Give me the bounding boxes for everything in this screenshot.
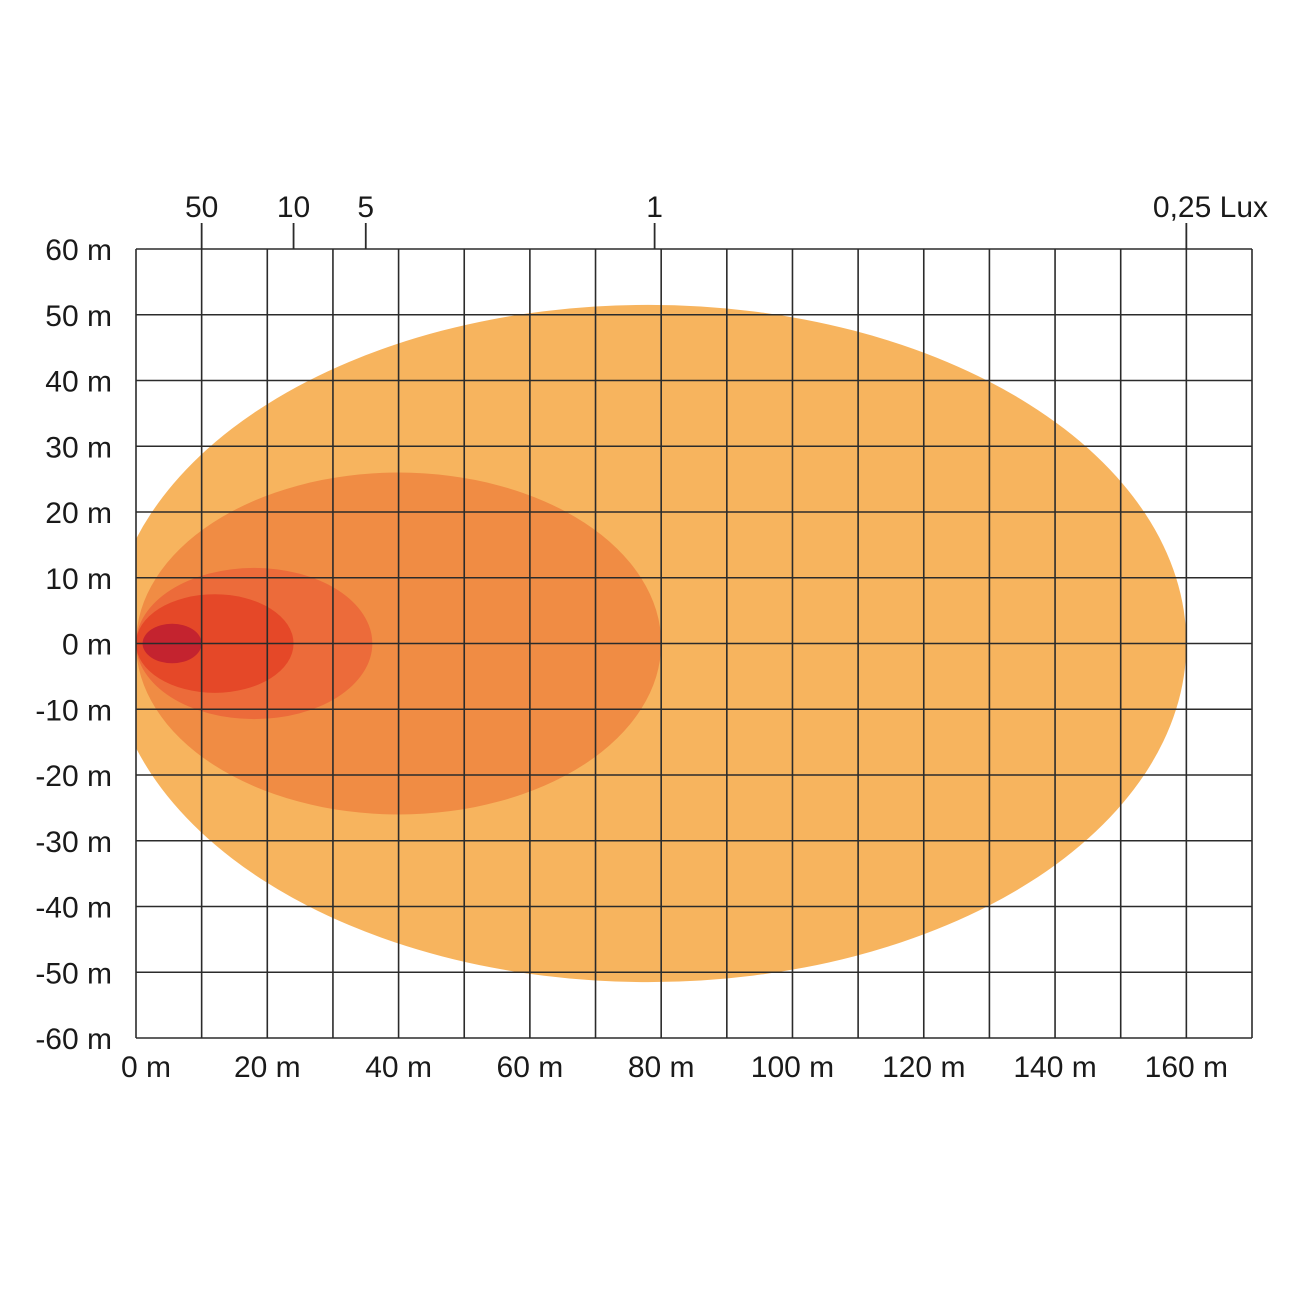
x-tick-label: 140 m [1013, 1051, 1096, 1084]
grid [135, 248, 1253, 1039]
x-tick-label: 0 m [121, 1051, 171, 1084]
y-tick-label: 10 m [45, 563, 112, 596]
x-tick-label: 160 m [1145, 1051, 1228, 1084]
x-tick-label: 60 m [497, 1051, 564, 1084]
x-tick-label: 40 m [365, 1051, 432, 1084]
lux-marker-label: 50 [185, 191, 218, 224]
x-tick-label: 120 m [882, 1051, 965, 1084]
y-tick-label: 0 m [62, 629, 112, 662]
lux-marker-label: 1 [646, 191, 663, 224]
x-tick-label: 100 m [751, 1051, 834, 1084]
x-tick-label: 20 m [234, 1051, 301, 1084]
y-tick-label: -20 m [35, 760, 112, 793]
y-tick-label: 30 m [45, 431, 112, 464]
lux-marker-label: 5 [357, 191, 374, 224]
lux-markers: 50 10 5 1 0,25 Lux [185, 191, 1268, 249]
y-tick-label: 60 m [45, 234, 112, 267]
y-tick-label: -40 m [35, 892, 112, 925]
y-tick-label: -10 m [35, 694, 112, 727]
y-tick-label: 50 m [45, 300, 112, 333]
y-tick-label: 40 m [45, 366, 112, 399]
y-tick-label: -60 m [35, 1023, 112, 1056]
axis-ticks: 60 m 50 m 40 m 30 m 20 m 10 m 0 m -10 m -20 m -30… [35, 234, 1228, 1084]
lux-marker-label: 10 [277, 191, 310, 224]
x-tick-label: 80 m [628, 1051, 695, 1084]
y-tick-label: -50 m [35, 957, 112, 990]
y-tick-label: 20 m [45, 497, 112, 530]
lux-marker-label: 0,25 Lux [1153, 191, 1268, 224]
y-tick-label: -30 m [35, 826, 112, 859]
